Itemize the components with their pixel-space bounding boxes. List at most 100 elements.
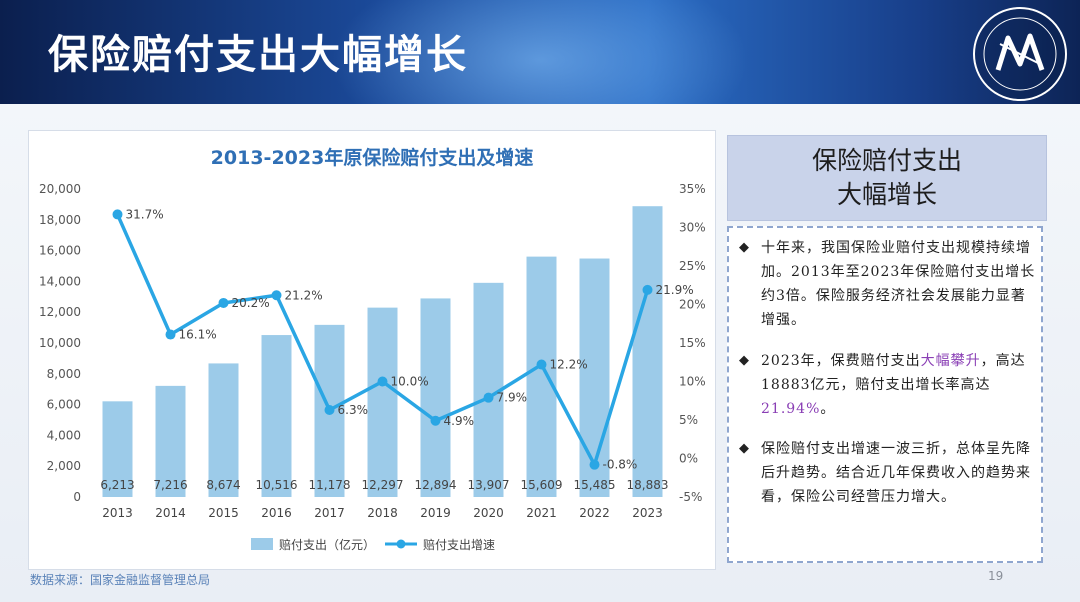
growth-point-2015 bbox=[218, 297, 229, 308]
y-right-tick-label: 10% bbox=[679, 375, 706, 389]
bar-value-label: 15,609 bbox=[521, 478, 563, 492]
y-left-tick-label: 6,000 bbox=[47, 398, 81, 412]
side-heading-line2: 大幅增长 bbox=[836, 180, 937, 209]
bullet2-part-b: ，高达18883亿元，赔付支出增长率高达 bbox=[761, 353, 1026, 393]
growth-value-label: 7.9% bbox=[497, 391, 528, 405]
x-tick-label: 2015 bbox=[208, 506, 239, 520]
legend-bar-swatch bbox=[251, 538, 273, 550]
bullet2-highlight-1: 大幅攀升 bbox=[920, 353, 981, 369]
x-tick-label: 2022 bbox=[579, 506, 610, 520]
side-panel: ◆ 十年来，我国保险业赔付支出规模持续增加。2013年至2023年保险赔付支出增… bbox=[727, 226, 1043, 563]
growth-point-2022 bbox=[589, 459, 600, 470]
x-tick-label: 2023 bbox=[632, 506, 663, 520]
bar-2014 bbox=[155, 385, 186, 497]
growth-value-label: 12.2% bbox=[550, 358, 588, 372]
bar-value-label: 7,216 bbox=[153, 478, 187, 492]
legend-bar-label: 赔付支出（亿元） bbox=[279, 537, 375, 552]
chart: 2013-2023年原保险赔付支出及增速 0 2,000 4,000 6,000 8,0… bbox=[39, 146, 706, 552]
x-tick-label: 2018 bbox=[367, 506, 398, 520]
growth-point-2019 bbox=[430, 415, 441, 426]
side-heading: 保险赔付支出 大幅增长 bbox=[727, 135, 1047, 221]
side-heading-line1: 保险赔付支出 bbox=[811, 146, 962, 175]
legend-line-label: 赔付支出增速 bbox=[423, 537, 495, 552]
growth-value-label: 10.0% bbox=[391, 375, 429, 389]
bullet-text-1: 十年来，我国保险业赔付支出规模持续增加。2013年至2023年保险赔付支出增长约… bbox=[761, 240, 1036, 328]
x-tick-label: 2013 bbox=[102, 506, 133, 520]
x-tick-label: 2016 bbox=[261, 506, 292, 520]
growth-value-label: 6.3% bbox=[338, 403, 369, 417]
bar-value-label: 10,516 bbox=[256, 478, 298, 492]
chart-card: 2013-2023年原保险赔付支出及增速 0 2,000 4,000 6,000 8,0… bbox=[28, 130, 716, 570]
y-left-tick-label: 12,000 bbox=[39, 305, 81, 319]
y-right-tick-label: 5% bbox=[679, 413, 698, 427]
y-left-tick-label: 4,000 bbox=[47, 428, 81, 442]
growth-point-2014 bbox=[165, 329, 176, 340]
bullet2-part-a: 2023年，保费赔付支出 bbox=[761, 353, 921, 369]
growth-value-label: 4.9% bbox=[444, 414, 475, 428]
bar-2022 bbox=[579, 258, 610, 497]
bar-value-label: 8,674 bbox=[206, 478, 240, 492]
chart-title: 2013-2023年原保险赔付支出及增速 bbox=[211, 146, 534, 169]
y-left-tick-label: 0 bbox=[73, 490, 81, 504]
x-tick-label: 2021 bbox=[526, 506, 557, 520]
growth-value-label: 21.2% bbox=[285, 288, 323, 302]
y-left-tick-label: 18,000 bbox=[39, 213, 81, 227]
bullet2-part-c: 。 bbox=[820, 401, 836, 417]
bar-2023 bbox=[632, 206, 663, 498]
bullet2-highlight-2: 21.94% bbox=[761, 401, 821, 417]
growth-point-2020 bbox=[483, 392, 494, 403]
bar-value-label: 12,297 bbox=[362, 478, 404, 492]
bar-value-label: 12,894 bbox=[415, 478, 457, 492]
bar-value-label: 11,178 bbox=[309, 478, 351, 492]
diamond-bullet-icon: ◆ bbox=[739, 441, 749, 456]
growth-point-2023 bbox=[642, 284, 653, 295]
bar-2018 bbox=[367, 307, 398, 497]
y-left-tick-label: 20,000 bbox=[39, 182, 81, 196]
x-tick-label: 2019 bbox=[420, 506, 451, 520]
page-number: 19 bbox=[988, 569, 1004, 583]
institute-logo-icon bbox=[973, 7, 1067, 101]
header-glow bbox=[330, 0, 750, 104]
y-right-tick-label: 20% bbox=[679, 298, 706, 312]
diamond-bullet-icon: ◆ bbox=[739, 353, 749, 368]
x-tick-label: 2020 bbox=[473, 506, 504, 520]
bullet-text-2: 2023年，保费赔付支出大幅攀升，高达18883亿元，赔付支出增长率高达 21.9… bbox=[739, 349, 1039, 421]
y-left-tick-label: 2,000 bbox=[47, 459, 81, 473]
bar-2013 bbox=[102, 401, 133, 497]
y-right-tick-label: 30% bbox=[679, 221, 706, 235]
bar-2021 bbox=[526, 256, 557, 497]
y-left-tick-label: 16,000 bbox=[39, 244, 81, 258]
y-right-tick-label: 35% bbox=[679, 182, 706, 196]
bar-value-label: 13,907 bbox=[468, 478, 510, 492]
bar-2019 bbox=[420, 298, 451, 497]
growth-value-label: 20.2% bbox=[232, 296, 270, 310]
growth-point-2017 bbox=[324, 404, 335, 415]
growth-value-label: 21.9% bbox=[656, 283, 694, 297]
data-source: 数据来源：国家金融监督管理总局 bbox=[30, 573, 211, 587]
y-right-tick-label: 0% bbox=[679, 452, 698, 466]
growth-point-2013 bbox=[112, 209, 123, 220]
growth-value-label: 16.1% bbox=[179, 328, 217, 342]
growth-value-label: 31.7% bbox=[126, 207, 164, 221]
y-right-tick-label: -5% bbox=[679, 490, 702, 504]
growth-point-2016 bbox=[271, 290, 282, 301]
growth-point-2021 bbox=[536, 359, 547, 370]
bar-value-label: 18,883 bbox=[627, 478, 669, 492]
y-left-tick-label: 14,000 bbox=[39, 274, 81, 288]
bar-value-label: 6,213 bbox=[100, 478, 134, 492]
bullet-item-2: ◆ 2023年，保费赔付支出大幅攀升，高达18883亿元，赔付支出增长率高达 21… bbox=[739, 349, 1039, 421]
bullet-item-1: ◆ 十年来，我国保险业赔付支出规模持续增加。2013年至2023年保险赔付支出增… bbox=[739, 236, 1039, 332]
page-title: 保险赔付支出大幅增长 bbox=[48, 32, 468, 78]
bar-value-label: 15,485 bbox=[574, 478, 616, 492]
growth-point-2018 bbox=[377, 376, 388, 387]
header-banner: 保险赔付支出大幅增长 bbox=[0, 0, 1080, 104]
legend-line-marker bbox=[396, 539, 406, 549]
y-right-tick-label: 15% bbox=[679, 336, 706, 350]
x-tick-label: 2017 bbox=[314, 506, 345, 520]
diamond-bullet-icon: ◆ bbox=[739, 240, 749, 255]
growth-value-label: -0.8% bbox=[603, 458, 638, 472]
y-left-tick-label: 8,000 bbox=[47, 367, 81, 381]
x-tick-label: 2014 bbox=[155, 506, 186, 520]
bullet-item-3: ◆ 保险赔付支出增速一波三折，总体呈先降后升趋势。结合近几年保费收入的趋势来看，… bbox=[739, 437, 1039, 509]
bullet-text-3: 保险赔付支出增速一波三折，总体呈先降后升趋势。结合近几年保费收入的趋势来看，保险… bbox=[761, 441, 1031, 505]
